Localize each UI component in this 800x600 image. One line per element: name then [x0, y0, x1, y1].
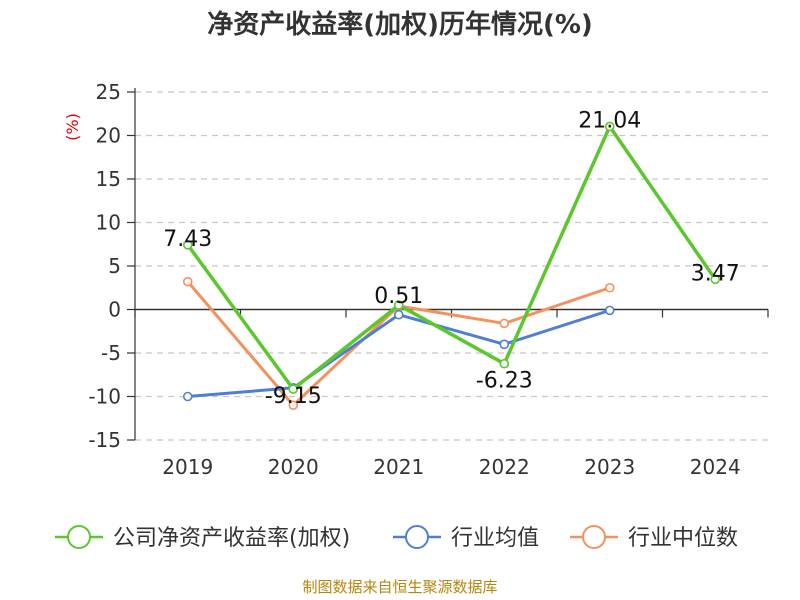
y-tick-label: 10 [96, 211, 121, 235]
y-axis-unit: (%) [63, 113, 82, 141]
y-tick-label: 25 [96, 80, 121, 104]
data-label: 21.04 [578, 108, 641, 133]
legend: 公司净资产收益率(加权) 行业均值 行业中位数 [55, 525, 738, 551]
y-tick-label: -10 [88, 385, 121, 409]
y-tick-labels: 25 20 15 10 5 0 -5 -10 -15 [88, 80, 121, 452]
legend-label-2: 行业中位数 [628, 526, 738, 551]
data-point-2 [604, 282, 615, 293]
series-line-0 [186, 124, 717, 391]
x-tick-label: 2020 [268, 455, 319, 479]
data-point-1 [604, 305, 615, 316]
x-tick-label: 2019 [162, 455, 213, 479]
x-tick-labels: 2019 2020 2021 2022 2023 2024 [162, 455, 740, 479]
legend-marker-2 [582, 525, 606, 549]
data-point-2 [499, 318, 510, 329]
legend-marker-0 [67, 525, 91, 549]
data-point-0 [393, 300, 404, 310]
y-tick-label: 20 [96, 124, 121, 148]
y-tick-label: 5 [108, 254, 121, 278]
data-point-0 [710, 274, 721, 285]
data-point-0 [182, 240, 193, 250]
grid-lines [135, 91, 768, 441]
data-label: 0.51 [374, 284, 423, 309]
legend-label-1: 行业均值 [451, 526, 539, 551]
data-point-2 [182, 276, 193, 287]
data-label: 7.43 [163, 227, 212, 252]
x-tick-label: 2024 [690, 455, 741, 479]
x-tick-label: 2022 [479, 455, 530, 479]
data-point-1 [182, 391, 193, 402]
data-point-1 [393, 309, 404, 320]
data-labels: 7.43 -9.15 0.51 -6.23 21.04 3.47 [163, 108, 739, 409]
data-point-1 [499, 339, 510, 350]
x-tick-label: 2021 [373, 455, 424, 479]
data-label: -9.15 [265, 384, 322, 409]
x-tick-label: 2023 [584, 455, 635, 479]
data-point-0 [499, 358, 510, 369]
legend-label-0: 公司净资产收益率(加权) [113, 526, 350, 551]
y-tick-label: -5 [101, 341, 121, 365]
data-point-0 [288, 384, 299, 394]
axes [127, 88, 769, 441]
source-note: 制图数据来自恒生聚源数据库 [302, 578, 497, 596]
y-tick-label: 15 [96, 167, 121, 191]
legend-marker-1 [405, 525, 429, 549]
chart-title: 净资产收益率(加权)历年情况(%) [207, 9, 593, 40]
data-point-2 [288, 400, 299, 411]
y-tick-label: -15 [88, 428, 121, 452]
y-tick-label: 0 [108, 298, 121, 322]
data-label: 3.47 [691, 261, 740, 286]
data-point-0 [604, 121, 615, 132]
data-label: -6.23 [476, 369, 533, 394]
series-group [182, 121, 721, 411]
